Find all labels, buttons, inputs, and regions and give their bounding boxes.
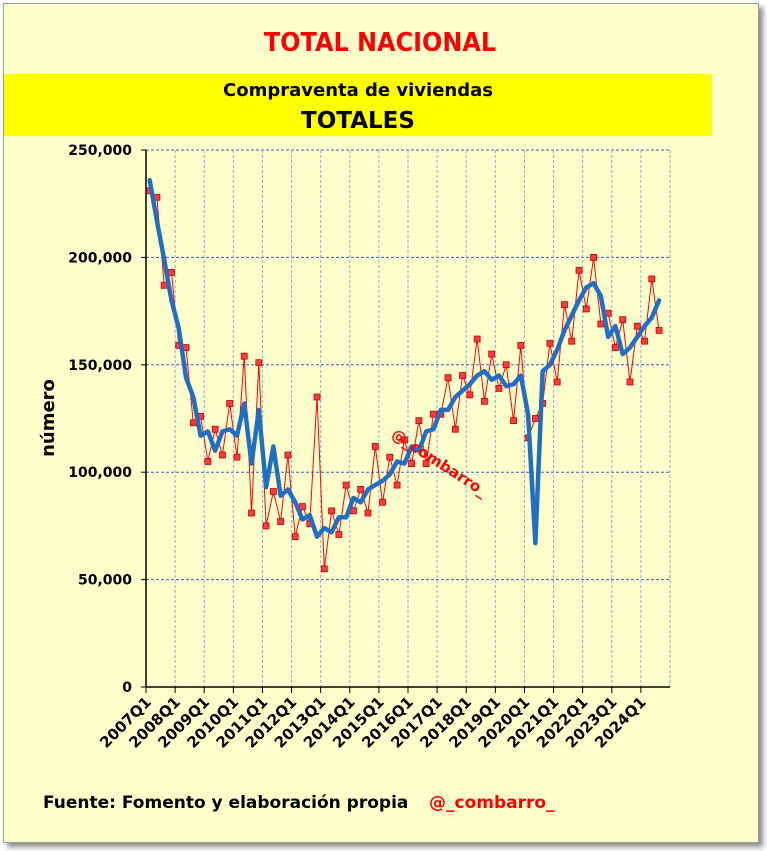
y-tick-label: 250,000 — [68, 143, 132, 159]
y-tick-label: 50,000 — [78, 573, 132, 589]
raw-data-point — [226, 400, 234, 407]
raw-data-point — [262, 522, 270, 530]
raw-data-point — [371, 443, 379, 450]
raw-data-point — [240, 352, 248, 360]
raw-data-point — [393, 481, 401, 489]
raw-data-point — [633, 322, 641, 330]
raw-data-point — [386, 453, 394, 461]
raw-data-point — [568, 337, 576, 345]
raw-data-point — [379, 498, 386, 506]
raw-data-point — [299, 503, 306, 510]
raw-data-point — [561, 301, 568, 309]
raw-data-point — [408, 460, 416, 468]
raw-data-point — [357, 485, 365, 493]
raw-data-point — [219, 451, 226, 459]
raw-data-point — [481, 397, 488, 405]
y-tick-label: 200,000 — [68, 250, 132, 266]
raw-data-point — [459, 372, 466, 379]
raw-data-point — [400, 436, 408, 444]
y-tick-label: 150,000 — [68, 358, 132, 374]
raw-data-point — [248, 509, 255, 517]
raw-data-point — [590, 253, 597, 261]
raw-data-point — [291, 533, 299, 541]
raw-data-point — [233, 453, 241, 461]
axes — [141, 149, 670, 693]
raw-data-point — [531, 415, 539, 422]
series-trend — [147, 177, 662, 546]
raw-data-point — [612, 344, 619, 352]
raw-data-point — [168, 269, 175, 276]
raw-data-point — [364, 509, 372, 517]
raw-data-point — [320, 565, 328, 573]
raw-data-point — [451, 425, 459, 433]
chart-frame — [3, 3, 759, 843]
raw-data-point — [553, 378, 561, 386]
raw-data-point — [546, 339, 554, 347]
series-raw — [146, 187, 663, 573]
raw-data-point — [466, 391, 474, 399]
raw-data-point — [575, 266, 583, 274]
raw-data-point — [269, 488, 277, 495]
chart-subtitle: Compraventa de viviendas — [223, 80, 493, 101]
raw-data-point — [189, 419, 197, 427]
y-axis-label: número — [38, 379, 59, 457]
raw-data-point — [430, 410, 437, 418]
author-handle: @_combarro_ — [429, 793, 555, 813]
source-note: Fuente: Fomento y elaboración propia — [43, 793, 409, 813]
raw-data-point — [415, 417, 423, 425]
raw-data-point — [313, 393, 321, 401]
y-tick-label: 100,000 — [68, 465, 132, 481]
raw-data-point — [335, 531, 343, 538]
raw-data-point — [626, 378, 634, 386]
raw-data-point — [277, 518, 285, 526]
raw-data-point — [342, 481, 350, 489]
raw-data-point — [619, 316, 627, 324]
raw-data-point — [597, 320, 605, 328]
raw-data-point — [473, 335, 481, 343]
raw-data-point — [284, 451, 292, 459]
raw-data-point — [422, 460, 430, 468]
raw-data-point — [204, 458, 212, 465]
grid — [146, 149, 671, 687]
raw-data-point — [648, 275, 656, 283]
y-tick-label: 0 — [122, 680, 132, 696]
raw-data-point — [488, 350, 496, 358]
raw-data-point — [444, 374, 452, 382]
raw-data-point — [502, 361, 510, 369]
raw-data-point — [328, 507, 335, 515]
chart-title: TOTAL NACIONAL — [263, 28, 497, 58]
subtitle-band — [4, 74, 712, 136]
raw-data-point — [510, 417, 517, 425]
raw-data-point — [641, 337, 648, 345]
raw-data-point — [211, 425, 219, 433]
chart-subtitle-totales: TOTALES — [301, 108, 415, 134]
trend-series-line — [147, 177, 662, 546]
raw-data-point — [655, 327, 663, 334]
raw-data-point — [255, 359, 263, 367]
raw-data-point — [495, 385, 503, 392]
tick-labels: 050,000100,000150,000200,000250,0002007Q… — [38, 143, 650, 752]
raw-data-point — [582, 305, 590, 313]
raw-data-point — [517, 342, 525, 349]
